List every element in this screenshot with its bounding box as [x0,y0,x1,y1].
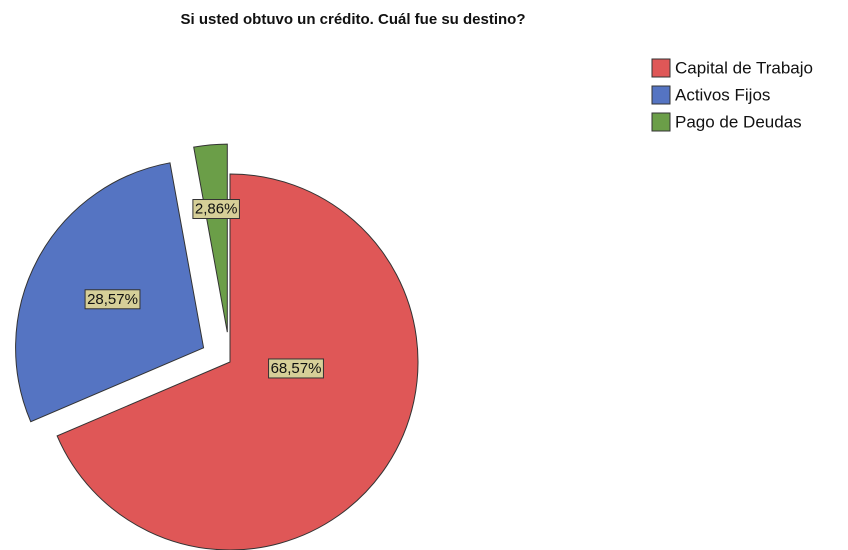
data-label: 28,57% [84,289,141,310]
data-label-text: 68,57% [271,360,322,377]
legend-label: Pago de Deudas [675,112,802,131]
legend-swatch [651,85,671,105]
data-label-text: 28,57% [87,291,138,308]
pie-slice [193,143,228,333]
data-label-box [84,289,141,310]
legend-label: Activos Fijos [675,85,770,104]
legend-swatch [651,58,671,78]
data-label: 68,57% [268,358,324,379]
chart-title: Si usted obtuvo un crédito. Cuál fue su … [180,11,525,28]
data-label-box [192,199,240,220]
data-label: 2,86% [192,199,240,220]
legend-swatch [651,112,671,132]
pie-slice [56,173,419,550]
data-label-box [268,358,324,379]
data-label-text: 2,86% [195,201,238,218]
legend-label: Capital de Trabajo [675,58,813,77]
